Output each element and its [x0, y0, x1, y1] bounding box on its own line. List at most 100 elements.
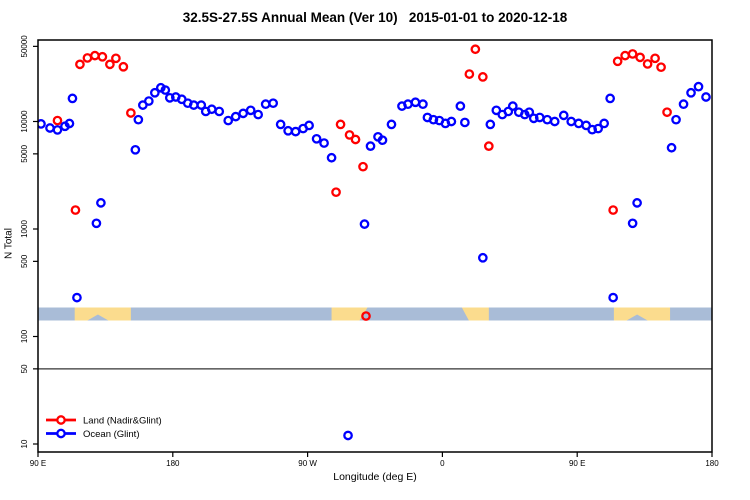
data-point-ocean	[275, 119, 286, 130]
data-point-ocean	[133, 114, 144, 125]
data-point-ocean	[587, 124, 598, 135]
data-point-ocean	[319, 138, 329, 148]
data-point-land	[464, 69, 475, 79]
data-point-land	[105, 59, 115, 70]
data-point-ocean	[359, 219, 370, 229]
data-point-ocean	[253, 109, 264, 120]
data-point-land	[656, 62, 666, 73]
data-point-ocean	[686, 87, 696, 98]
map-strip-ocean	[38, 307, 712, 321]
data-point-ocean	[418, 99, 428, 110]
data-point-ocean	[311, 133, 322, 144]
map-strip-land	[74, 307, 131, 321]
data-point-ocean	[507, 101, 518, 111]
map-strip-land	[613, 307, 671, 321]
legend-label: Land (Nadir&Glint)	[83, 416, 162, 427]
data-point-land	[75, 59, 85, 70]
data-point-ocean	[678, 99, 689, 110]
data-point-ocean	[573, 118, 584, 129]
data-point-ocean	[214, 106, 225, 117]
data-points	[38, 44, 711, 441]
data-point-ocean	[223, 115, 234, 126]
data-point-ocean	[143, 96, 154, 106]
data-point-land	[650, 53, 660, 64]
data-point-land	[483, 141, 494, 151]
data-point-ocean	[455, 101, 466, 111]
data-point-land	[344, 130, 355, 140]
data-point-land	[470, 44, 481, 55]
y-tick-label: 10	[20, 439, 29, 448]
data-point-land	[70, 205, 81, 215]
data-point-land	[358, 161, 368, 172]
y-tick-label: 5000	[20, 144, 29, 162]
x-tick-label: 90 E	[569, 459, 585, 468]
map-strip-land	[331, 307, 368, 321]
data-point-ocean	[160, 85, 171, 95]
data-point-ocean	[410, 97, 421, 108]
x-tick-label: 180	[166, 459, 180, 468]
data-point-ocean	[693, 81, 704, 92]
data-point-ocean	[701, 92, 711, 102]
data-point-ocean	[238, 108, 249, 119]
data-point-ocean	[477, 252, 488, 263]
data-point-ocean	[605, 93, 616, 104]
x-tick-label: 180	[705, 459, 719, 468]
data-point-ocean	[377, 135, 388, 146]
data-point-land	[662, 107, 672, 118]
data-point-ocean	[428, 114, 439, 125]
data-point-land	[635, 52, 645, 63]
data-point-land	[82, 53, 93, 63]
data-point-ocean	[460, 117, 470, 128]
data-point-ocean	[206, 104, 217, 115]
x-tick-label: 0	[440, 459, 445, 468]
data-point-ocean	[91, 218, 102, 229]
data-point-land	[477, 72, 488, 82]
y-tick-label: 50000	[20, 35, 29, 58]
data-point-land	[608, 205, 618, 215]
y-tick-label: 500	[20, 254, 29, 268]
data-point-ocean	[283, 125, 293, 136]
data-point-ocean	[290, 126, 301, 137]
data-point-ocean	[528, 113, 539, 124]
data-point-ocean	[196, 100, 207, 110]
data-point-land	[620, 50, 630, 61]
legend-label: Ocean (Glint)	[83, 429, 140, 440]
data-point-ocean	[230, 111, 241, 122]
data-point-ocean	[130, 144, 141, 155]
data-point-ocean	[593, 123, 604, 134]
data-point-ocean	[343, 430, 353, 441]
data-point-land	[97, 51, 108, 62]
data-point-ocean	[149, 87, 160, 98]
data-point-ocean	[632, 198, 642, 208]
data-point-land	[642, 59, 653, 69]
data-point-ocean	[534, 112, 545, 123]
data-point-land	[52, 115, 63, 126]
y-tick-label: 100	[20, 329, 29, 343]
data-point-land	[111, 53, 121, 64]
data-point-ocean	[403, 99, 413, 110]
data-point-ocean	[566, 116, 577, 127]
data-point-land	[627, 49, 638, 59]
legend-marker	[56, 415, 66, 425]
data-point-ocean	[599, 118, 610, 129]
data-point-ocean	[608, 292, 618, 303]
data-point-ocean	[245, 105, 256, 116]
y-tick-label: 50	[20, 364, 29, 373]
data-point-ocean	[485, 119, 496, 130]
data-point-ocean	[542, 114, 553, 125]
data-point-ocean	[549, 116, 560, 127]
data-point-ocean	[45, 123, 55, 133]
data-point-ocean	[164, 92, 175, 103]
data-point-ocean	[524, 107, 535, 118]
y-tick-label: 1000	[20, 220, 29, 238]
chart-title: 32.5S-27.5S Annual Mean (Ver 10) 2015-01…	[182, 10, 568, 25]
data-point-ocean	[558, 110, 569, 121]
plot-box	[37, 39, 713, 453]
data-point-ocean	[365, 141, 376, 151]
data-point-land	[350, 134, 361, 145]
data-point-ocean	[96, 198, 106, 208]
data-point-ocean	[72, 292, 82, 303]
data-point-ocean	[666, 142, 677, 153]
data-point-land	[90, 50, 100, 61]
